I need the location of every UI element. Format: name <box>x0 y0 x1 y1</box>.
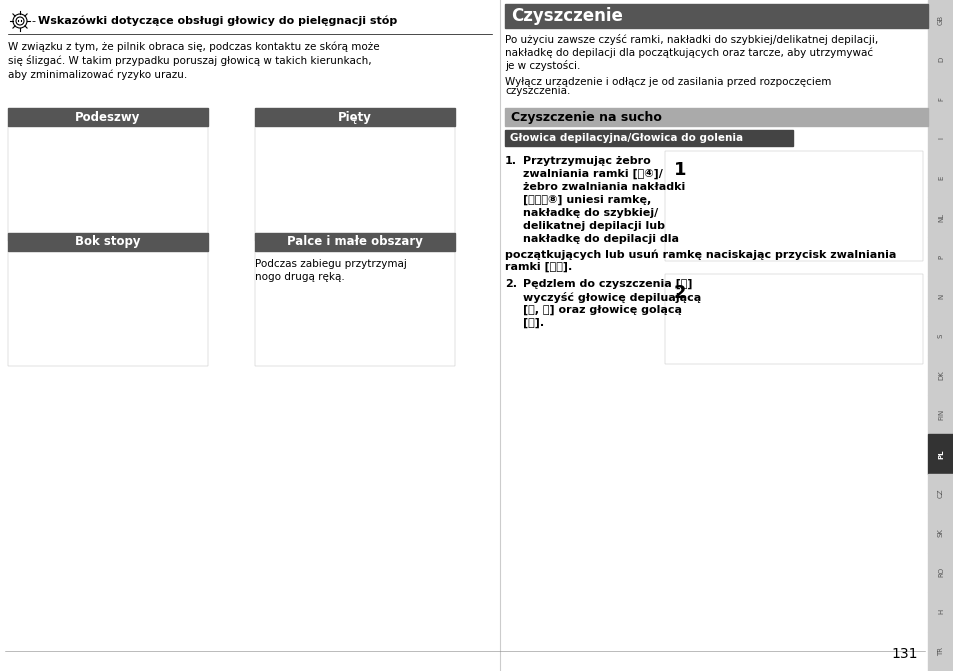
Bar <box>8 108 208 126</box>
Text: nakładkę do szybkiej/: nakładkę do szybkiej/ <box>522 208 658 218</box>
Bar <box>254 126 455 241</box>
Bar <box>927 276 953 316</box>
Text: Wskazówki dotyczące obsługi głowicy do pielęgnacji stóp: Wskazówki dotyczące obsługi głowicy do p… <box>38 15 396 26</box>
Bar <box>504 130 792 146</box>
Bar <box>927 631 953 671</box>
Bar <box>927 434 953 474</box>
Text: Bok stopy: Bok stopy <box>75 236 141 248</box>
Text: żebro zwalniania nakładki: żebro zwalniania nakładki <box>522 182 684 192</box>
Bar <box>927 355 953 395</box>
Text: Pędzlem do czyszczenia [ⓖ]: Pędzlem do czyszczenia [ⓖ] <box>522 279 692 289</box>
Bar <box>8 251 208 366</box>
Text: zwalniania ramki [Ⓑ④]/: zwalniania ramki [Ⓑ④]/ <box>522 169 662 179</box>
Text: Głowica depilacyjna/Głowica do golenia: Głowica depilacyjna/Głowica do golenia <box>510 133 742 143</box>
Bar <box>504 108 927 126</box>
Text: [ⓗ].: [ⓗ]. <box>522 318 543 328</box>
Bar <box>254 251 455 366</box>
Text: P: P <box>937 254 943 258</box>
Text: Palce i małe obszary: Palce i małe obszary <box>287 236 422 248</box>
Text: 2.: 2. <box>504 279 517 289</box>
Circle shape <box>16 17 24 25</box>
Text: Przytrzymując żebro: Przytrzymując żebro <box>522 156 650 166</box>
Text: -: - <box>32 16 39 26</box>
Text: Czyszczenie: Czyszczenie <box>511 7 622 25</box>
Bar <box>664 151 923 261</box>
Text: ramki [ⓗ⑫].: ramki [ⓗ⑫]. <box>504 262 572 272</box>
Text: TR: TR <box>937 647 943 656</box>
Text: D: D <box>937 56 943 62</box>
Text: CZ: CZ <box>937 488 943 498</box>
Bar <box>8 233 208 251</box>
Bar <box>927 237 953 276</box>
Text: czyszczenia.: czyszczenia. <box>504 86 570 96</box>
Text: nakładkę do depilacji dla początkujących oraz tarcze, aby utrzymywać: nakładkę do depilacji dla początkujących… <box>504 47 872 58</box>
Text: DK: DK <box>937 370 943 380</box>
Bar <box>927 474 953 513</box>
Bar <box>664 274 923 364</box>
Text: Podczas zabiegu przytrzymaj
nogo drugą ręką.: Podczas zabiegu przytrzymaj nogo drugą r… <box>254 259 406 282</box>
Text: H: H <box>937 609 943 615</box>
Bar <box>927 0 953 40</box>
Text: [ⓑ, ⓕ] oraz głowicę golącą: [ⓑ, ⓕ] oraz głowicę golącą <box>522 305 681 315</box>
Text: 1: 1 <box>673 161 685 179</box>
Text: 131: 131 <box>891 647 918 661</box>
Bar <box>927 158 953 197</box>
Text: Podeszwy: Podeszwy <box>75 111 140 123</box>
Text: SK: SK <box>937 529 943 537</box>
Bar <box>927 553 953 592</box>
Text: Po użyciu zawsze czyść ramki, nakładki do szybkiej/delikatnej depilacji,: Po użyciu zawsze czyść ramki, nakładki d… <box>504 34 878 45</box>
Text: FIN: FIN <box>937 409 943 420</box>
Text: Wyłącz urządzenie i odłącz je od zasilania przed rozpoczęciem: Wyłącz urządzenie i odłącz je od zasilan… <box>504 77 830 87</box>
Text: N: N <box>937 293 943 299</box>
Bar <box>254 108 455 126</box>
Text: NL: NL <box>937 213 943 221</box>
Circle shape <box>13 14 27 28</box>
Text: delikatnej depilacji lub: delikatnej depilacji lub <box>522 221 664 231</box>
Text: 1.: 1. <box>504 156 517 166</box>
Text: Czyszczenie na sucho: Czyszczenie na sucho <box>511 111 661 123</box>
Bar <box>927 513 953 553</box>
Bar <box>504 4 927 28</box>
Bar <box>927 118 953 158</box>
Text: E: E <box>937 175 943 180</box>
Text: I: I <box>937 137 943 139</box>
Text: [ⒸⒹⒺ⑧] uniesi ramkę,: [ⒸⒹⒺ⑧] uniesi ramkę, <box>522 195 651 205</box>
Text: S: S <box>937 333 943 338</box>
Bar <box>8 126 208 241</box>
Text: F: F <box>937 97 943 101</box>
Bar <box>927 197 953 237</box>
Bar <box>927 316 953 355</box>
Text: wyczyść głowicę depiluającą: wyczyść głowicę depiluającą <box>522 292 700 303</box>
Text: Pięty: Pięty <box>337 111 372 123</box>
Text: RO: RO <box>937 567 943 577</box>
Bar <box>254 233 455 251</box>
Bar <box>927 592 953 631</box>
Text: W związku z tym, że pilnik obraca się, podczas kontaktu ze skórą może
się ślizga: W związku z tym, że pilnik obraca się, p… <box>8 41 379 80</box>
Text: 2: 2 <box>673 284 685 302</box>
Bar <box>927 40 953 79</box>
Bar <box>927 79 953 118</box>
Text: je w czystości.: je w czystości. <box>504 60 579 71</box>
Text: początkujących lub usuń ramkę naciskając przycisk zwalniania: początkujących lub usuń ramkę naciskając… <box>504 249 896 260</box>
Text: PL: PL <box>937 449 943 459</box>
Bar <box>927 395 953 434</box>
Text: nakładkę do depilacji dla: nakładkę do depilacji dla <box>522 234 679 244</box>
Text: GB: GB <box>937 15 943 25</box>
